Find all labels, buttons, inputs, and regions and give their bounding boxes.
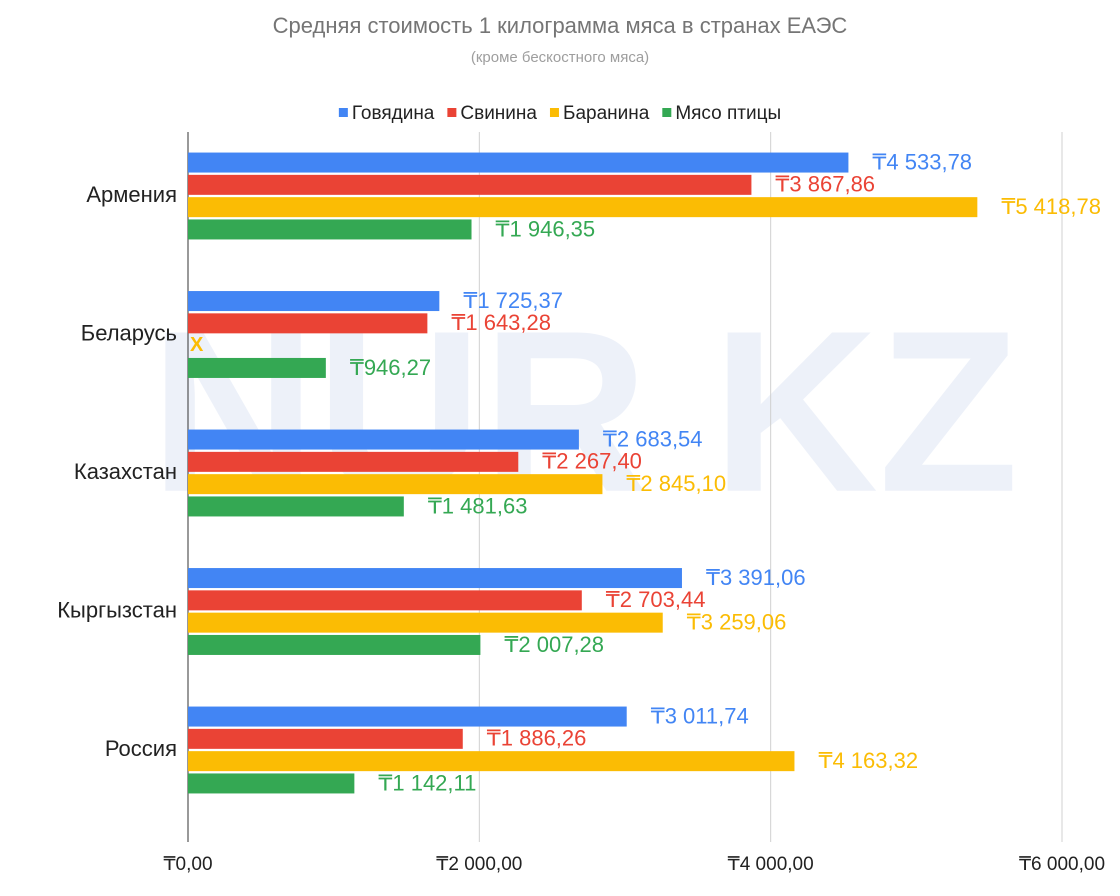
bar — [188, 219, 472, 240]
x-tick-label: ₸4 000,00 — [728, 854, 814, 875]
data-label: ₸3 867,86 — [775, 172, 875, 197]
chart-title: Средняя стоимость 1 килограмма мяса в ст… — [273, 13, 848, 38]
legend: Говядина Свинина Баранина Мясо птицы — [338, 103, 781, 124]
data-label: ₸1 725,37 — [463, 288, 563, 313]
data-label: ₸4 533,78 — [872, 149, 972, 174]
data-label: ₸2 845,10 — [626, 471, 726, 496]
bar — [188, 474, 603, 495]
legend-swatch — [447, 108, 457, 117]
x-tick-label: ₸6 000,00 — [1019, 854, 1105, 875]
y-tick-label: Россия — [105, 736, 177, 761]
bar — [188, 496, 404, 517]
y-tick-label: Казахстан — [74, 459, 177, 484]
bar — [188, 291, 440, 312]
data-label: ₸1 142,11 — [378, 770, 476, 795]
data-label: ₸1 481,63 — [428, 493, 528, 518]
bar — [188, 357, 326, 378]
data-label: ₸2 007,28 — [504, 632, 604, 657]
bar — [188, 451, 519, 472]
x-tick-label: ₸0,00 — [163, 854, 212, 875]
bar — [188, 706, 627, 727]
y-tick-label: Кыргызстан — [57, 597, 177, 622]
data-label: ₸1 946,35 — [496, 216, 596, 241]
legend-label: Свинина — [460, 103, 537, 124]
y-tick-label: Армения — [86, 182, 177, 207]
bar — [188, 174, 752, 195]
bar — [188, 568, 682, 589]
bar — [188, 773, 355, 794]
legend-label: Мясо птицы — [675, 103, 781, 124]
legend-label: Баранина — [563, 103, 650, 124]
bar — [188, 429, 579, 450]
data-label: ₸1 643,28 — [451, 310, 551, 335]
bar — [188, 612, 663, 633]
data-label: ₸5 418,78 — [1001, 194, 1101, 219]
bar — [188, 197, 978, 218]
bar — [188, 751, 795, 772]
bar — [188, 728, 463, 749]
x-tick-label: ₸2 000,00 — [436, 854, 522, 875]
legend-swatch — [338, 108, 348, 117]
data-label: ₸2 267,40 — [542, 449, 642, 474]
data-label: ₸3 011,74 — [651, 703, 749, 728]
data-label: ₸2 703,44 — [606, 587, 706, 612]
data-label: ₸1 886,26 — [487, 726, 587, 751]
data-label: ₸3 391,06 — [706, 565, 806, 590]
bar — [188, 634, 481, 655]
data-label: ₸2 683,54 — [603, 426, 703, 451]
data-label: ₸946,27 — [350, 355, 431, 380]
bar — [188, 313, 428, 334]
data-label: ₸4 163,32 — [818, 748, 918, 773]
bar — [188, 152, 849, 173]
data-label: ₸3 259,06 — [687, 609, 787, 634]
no-data-label: X — [190, 334, 204, 356]
chart-subtitle: (кроме бескостного мяса) — [471, 49, 649, 66]
legend-swatch — [662, 108, 672, 117]
legend-swatch — [549, 108, 559, 117]
legend-label: Говядина — [352, 103, 435, 124]
y-tick-label: Беларусь — [81, 320, 177, 345]
bar — [188, 590, 582, 611]
